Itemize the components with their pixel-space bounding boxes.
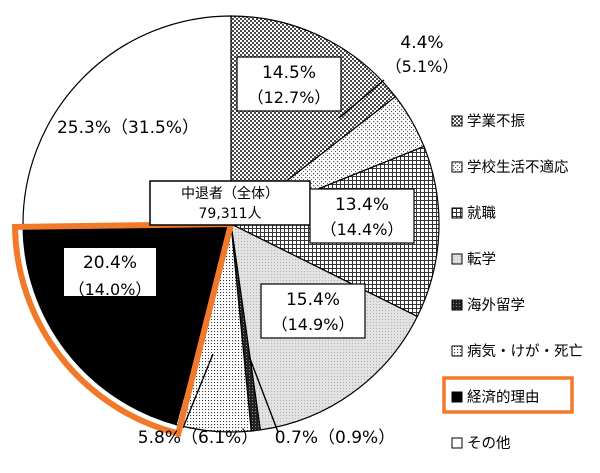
legend-label-tengaku: 転学 [467,251,496,268]
slice-label-gakko: 4.4% （5.1%） [386,33,459,76]
slice-value-shushoku: 13.4% [335,195,389,215]
legend-item-keizai: 経済的理由 [442,376,574,414]
legend-swatch-kaigai [451,299,463,311]
slice-label-tengaku: 15.4% （14.9%） [260,283,366,339]
center-label: 中退者（全体） 79,311人 [149,180,311,226]
legend-swatch-sonota [451,437,463,449]
legend-swatch-keizai [451,391,463,403]
leader-line-gakko [338,79,385,119]
legend-item-tengaku: 転学 [451,251,496,268]
center-label-line1: 中退者（全体） [181,185,279,202]
legend-swatch-gakko [451,161,463,173]
slice-prev-value-gakko: （5.1%） [386,57,459,76]
legend-label-kaigai: 海外留学 [467,297,525,314]
slice-label-sonota: 25.3%（31.5%） [57,118,199,138]
legend-label-sonota: その他 [467,435,511,452]
slice-label-byoki: 5.8%（6.1%） [138,428,258,448]
slice-label-text-byoki: 5.8%（6.1%） [138,428,258,448]
legend-item-gakko: 学校生活不適応 [451,158,569,176]
slice-label-gakugyo: 14.5% （12.7%） [236,56,342,112]
slice-value-kaigai: 0.7% [275,428,318,448]
legend-label-gakugyo: 学業不振 [467,113,525,130]
slice-label-text-kaigai: 0.7%（0.9%） [275,428,395,448]
legend-label-shushoku: 就職 [467,205,496,222]
leader-line-kaigai [248,355,279,433]
legend-item-kaigai: 海外留学 [451,297,525,314]
leader-line-byoki [182,353,214,429]
slice-label-kaigai: 0.7%（0.9%） [275,428,395,448]
slice-prev-value-gakugyo: （12.7%） [248,88,331,107]
legend-label-keizai: 経済的理由 [467,389,540,406]
slice-prev-value-byoki: （6.1%） [181,428,258,448]
slice-label-box-keizai [64,248,156,296]
slice-label-keizai: 20.4% （14.0%） [64,248,156,299]
slice-value-gakugyo: 14.5% [262,63,316,83]
center-label-line2: 79,311人 [199,206,262,222]
legend-swatch-shushoku [451,207,463,219]
slice-label-box-gakugyo [236,56,342,112]
legend-item-gakugyo: 学業不振 [451,113,525,130]
slice-label-box-tengaku [260,283,366,339]
slice-prev-value-keizai: （14.0%） [69,280,152,299]
slice-label-box-shushoku [309,188,415,244]
slice-value-byoki: 5.8% [138,428,181,448]
slice-value-gakko: 4.4% [400,33,443,53]
slice-prev-value-kaigai: （0.9%） [318,428,395,448]
legend-item-byoki: 病気・けが・死亡 [451,343,583,360]
legend-item-sonota: その他 [451,435,511,452]
slice-value-sonota: 25.3% [57,118,111,138]
slice-prev-value-sonota: （31.5%） [111,118,199,138]
pie-slice-sonota [22,15,232,229]
slice-label-shushoku: 13.4% （14.4%） [309,188,415,244]
slice-prev-value-tengaku: （14.9%） [272,315,355,334]
legend-highlight-box [442,376,574,414]
slice-value-tengaku: 15.4% [286,290,340,310]
legend-swatch-byoki [451,345,463,357]
legend-label-gakko: 学校生活不適応 [467,158,569,176]
legend-swatch-gakugyo [451,115,463,127]
legend-item-shushoku: 就職 [451,205,496,222]
highlight-outline [11,220,235,438]
legend-swatch-tengaku [451,253,463,265]
slice-prev-value-shushoku: （14.4%） [321,220,404,239]
legend-label-byoki: 病気・けが・死亡 [467,343,583,360]
slice-label-text-sonota: 25.3%（31.5%） [57,118,199,138]
slice-value-keizai: 20.4% [83,253,137,273]
